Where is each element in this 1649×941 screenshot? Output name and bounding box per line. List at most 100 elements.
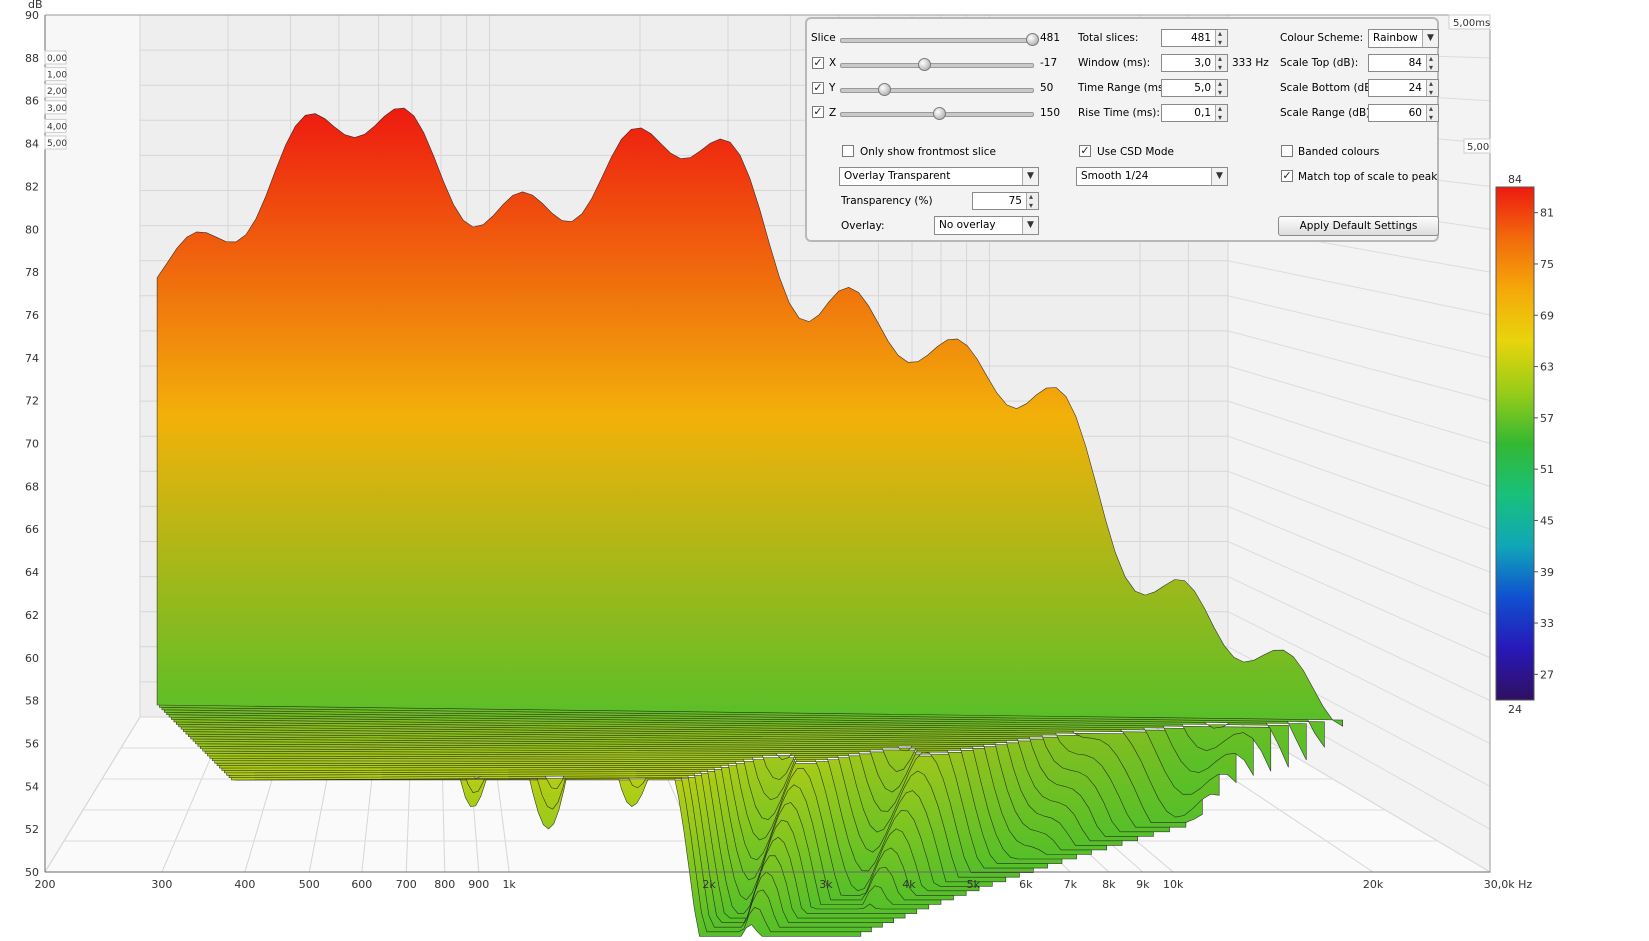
window-label: Window (ms): — [1078, 57, 1151, 69]
x-label: X — [829, 57, 837, 69]
x-tick-label: 200 — [35, 878, 56, 891]
spin-arrows-icon[interactable] — [1426, 77, 1438, 99]
x-checkbox[interactable]: ✓ — [812, 56, 824, 69]
use-csd-label: Use CSD Mode — [1097, 146, 1174, 158]
spin-arrows-icon[interactable] — [1215, 27, 1227, 49]
scale-bottom-label: Scale Bottom (dB): — [1280, 82, 1380, 94]
spin-arrows-icon[interactable] — [1026, 190, 1038, 212]
overlay-select[interactable]: No overlay ▼ — [934, 216, 1039, 235]
spin-arrows-icon[interactable] — [1426, 52, 1438, 74]
spin-arrows-icon[interactable] — [1215, 102, 1227, 124]
scale-top-input[interactable]: 84 — [1368, 52, 1439, 74]
y-tick-label: 56 — [25, 737, 39, 750]
time-tick-label: 1,00 — [47, 71, 67, 81]
x-slider[interactable] — [840, 63, 1034, 68]
waterfall-controls-panel: Slice 481 ✓ X -17 ✓ Y 50 ✓ Z 150 Only sh… — [805, 17, 1439, 242]
smoothing-select[interactable]: Smooth 1/24 ▼ — [1076, 167, 1228, 186]
time-far-box — [1463, 138, 1491, 154]
slice-slider[interactable] — [840, 38, 1034, 43]
y-tick-label: 52 — [25, 823, 39, 836]
side-gridline — [1227, 470, 1491, 573]
x-tick-label: 600 — [351, 878, 372, 891]
y-slider-thumb[interactable] — [878, 83, 891, 96]
y-checkbox[interactable]: ✓ — [812, 81, 824, 94]
y-tick-label: 60 — [25, 652, 39, 665]
x-tick-label: 20k — [1363, 878, 1384, 891]
y-tick-label: 82 — [25, 180, 39, 193]
x-tick-label: 500 — [299, 878, 320, 891]
window-input[interactable]: 3,0 — [1161, 52, 1228, 74]
x-slider-thumb[interactable] — [918, 58, 931, 71]
y-tick-label: 54 — [25, 780, 39, 793]
scale-bottom-input[interactable]: 24 — [1368, 77, 1439, 99]
side-gridline — [1227, 400, 1491, 487]
colorbar-tick-label: 75 — [1540, 258, 1554, 271]
z-slider-thumb[interactable] — [933, 107, 946, 120]
spin-arrows-icon[interactable] — [1215, 52, 1227, 74]
x-tick-label: 3k — [819, 878, 833, 891]
only-frontmost-checkbox[interactable] — [842, 145, 854, 157]
x-tick-label: 2k — [702, 878, 716, 891]
y-tick-label: 90 — [25, 9, 39, 22]
use-csd-checkbox[interactable]: ✓ — [1079, 144, 1091, 157]
chevron-down-icon: ▼ — [1022, 168, 1038, 185]
y-tick-label: 78 — [25, 266, 39, 279]
x-tick-label: 400 — [234, 878, 255, 891]
x-tick-label: 8k — [1102, 878, 1116, 891]
rise-time-value: 0,1 — [1194, 107, 1211, 119]
match-top-checkbox[interactable]: ✓ — [1281, 169, 1293, 182]
side-gridline — [1227, 716, 1491, 873]
rise-time-input[interactable]: 0,1 — [1161, 102, 1228, 124]
y-slider[interactable] — [840, 88, 1034, 93]
time-label-box — [44, 67, 67, 82]
y-tick-label: 50 — [25, 866, 39, 879]
time-label-box — [44, 100, 67, 115]
time-tick-label: 2,00 — [47, 87, 67, 97]
y-label: Y — [829, 82, 836, 94]
chevron-down-icon: ▼ — [1422, 30, 1438, 47]
scale-range-input[interactable]: 60 — [1368, 102, 1439, 124]
colour-scale-bar: 84 24 81 75 69 63 57 51 45 39 33 27 — [1495, 173, 1554, 716]
total-slices-value: 481 — [1190, 32, 1211, 44]
decay-slice — [156, 107, 1344, 727]
colour-scheme-select[interactable]: Rainbow ▼ — [1368, 29, 1439, 48]
side-gridline — [1227, 295, 1491, 359]
x-tick-label: 9k — [1136, 878, 1150, 891]
side-gridline — [1227, 330, 1491, 402]
chevron-down-icon: ▼ — [1022, 217, 1038, 234]
spin-arrows-icon[interactable] — [1426, 102, 1438, 124]
x-tick-label: 300 — [151, 878, 172, 891]
total-slices-input[interactable]: 481 — [1161, 27, 1228, 49]
y-axis-unit-label: dB — [28, 0, 43, 11]
time-range-input[interactable]: 5,0 — [1161, 77, 1228, 99]
x-tick-label: 10k — [1163, 878, 1184, 891]
slice-slider-thumb[interactable] — [1026, 33, 1039, 46]
y-tick-label: 62 — [25, 609, 39, 622]
colorbar-tick-label: 63 — [1540, 361, 1554, 374]
window-value: 3,0 — [1194, 57, 1211, 69]
apply-default-settings-button[interactable]: Apply Default Settings — [1278, 216, 1439, 236]
colorbar-tick-label: 33 — [1540, 617, 1554, 630]
side-gridline — [1227, 365, 1491, 444]
scale-top-label: Scale Top (dB): — [1280, 57, 1359, 69]
spin-arrows-icon[interactable] — [1215, 77, 1227, 99]
time-label-box — [44, 118, 67, 133]
banded-colours-checkbox[interactable] — [1281, 145, 1293, 157]
y-tick-label: 88 — [25, 52, 39, 65]
x-tick-label: 6k — [1019, 878, 1033, 891]
z-checkbox[interactable]: ✓ — [812, 105, 824, 118]
overlay-mode-select[interactable]: Overlay Transparent ▼ — [839, 167, 1039, 186]
decay-surface — [156, 107, 1344, 937]
transparency-value: 75 — [1008, 195, 1022, 207]
x-tick-label: 700 — [396, 878, 417, 891]
colorbar-tick-label: 57 — [1540, 412, 1554, 425]
colorbar-tick-label: 27 — [1540, 668, 1554, 681]
transparency-input[interactable]: 75 — [972, 190, 1039, 212]
y-value: 50 — [1040, 82, 1054, 94]
side-gridline — [1227, 576, 1491, 702]
overlay-label: Overlay: — [841, 220, 885, 232]
time-tick-label: 0,00 — [47, 54, 67, 64]
slice-label: Slice — [811, 32, 836, 44]
banded-colours-label: Banded colours — [1298, 146, 1380, 158]
